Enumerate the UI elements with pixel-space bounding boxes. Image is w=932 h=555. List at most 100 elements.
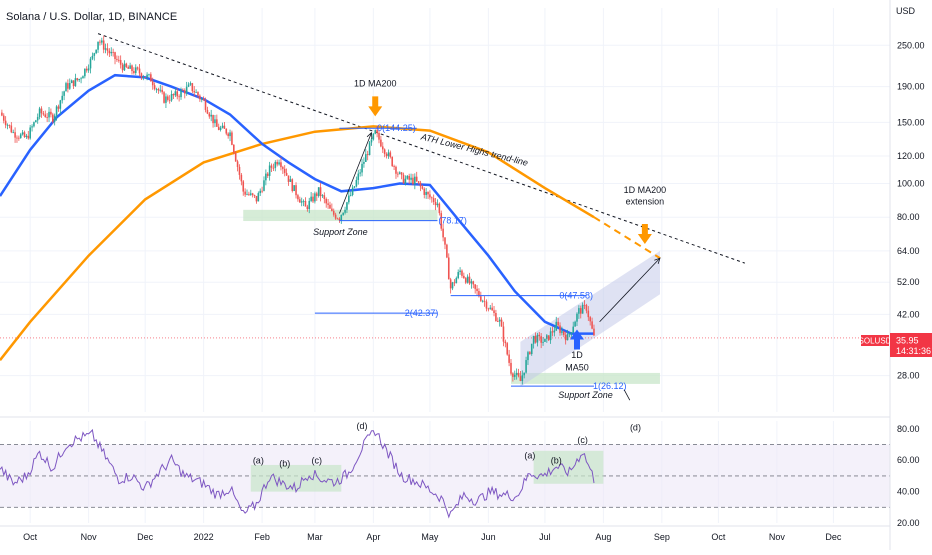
candle-body <box>272 167 275 169</box>
candle-body <box>208 113 211 117</box>
price-pane[interactable] <box>0 8 890 412</box>
time-tick-label: Dec <box>137 532 154 542</box>
candle-body <box>383 149 386 154</box>
candle <box>76 77 79 82</box>
candle <box>415 171 418 183</box>
candle <box>570 332 573 338</box>
candle-body <box>583 304 586 306</box>
fib-level-label: (78.17) <box>438 216 467 226</box>
candle <box>444 237 446 250</box>
price-tag-bg <box>890 333 932 357</box>
candle-body <box>110 52 113 54</box>
candle-body <box>585 305 588 311</box>
support-zone <box>510 372 660 384</box>
candle-body <box>453 282 456 284</box>
candle-body <box>221 125 224 128</box>
price-tick-label: 64.00 <box>897 246 920 256</box>
candle-body <box>8 124 11 126</box>
candle-body <box>579 308 582 314</box>
candle-body <box>551 331 554 333</box>
candle <box>214 114 216 128</box>
candle <box>380 135 382 148</box>
rally-arrow <box>339 132 372 214</box>
time-tick-label: 2022 <box>194 532 214 542</box>
candle <box>280 157 282 171</box>
candle-body <box>21 132 24 135</box>
candle-body <box>359 172 361 174</box>
candle-body <box>23 132 26 138</box>
candle-body <box>234 152 237 162</box>
symbol-price-tag[interactable]: SOLUSD 35.95 14:31:36 <box>859 333 932 357</box>
candle <box>65 81 67 92</box>
candle <box>55 105 58 121</box>
candle <box>61 91 64 104</box>
candle-body <box>329 204 331 209</box>
candle <box>259 188 262 196</box>
candle <box>404 175 407 186</box>
candle-body <box>561 331 563 333</box>
candle-body <box>44 114 47 118</box>
candle-body <box>153 85 156 90</box>
candle <box>40 106 43 118</box>
candle <box>151 77 154 90</box>
candle-body <box>197 92 199 96</box>
candle <box>464 277 467 285</box>
candle-body <box>95 49 97 54</box>
candle <box>8 124 11 129</box>
rsi-wave-label: (b) <box>551 455 562 465</box>
candle <box>208 112 211 119</box>
candle <box>27 130 30 140</box>
candle-body <box>491 307 493 311</box>
candle-body <box>150 74 152 82</box>
candle-body <box>195 92 197 93</box>
candle-body <box>331 208 333 211</box>
candle <box>202 96 205 101</box>
candle-body <box>10 125 13 133</box>
candle-body <box>180 90 182 98</box>
candle-body <box>36 117 39 121</box>
candle <box>227 132 229 139</box>
time-tick-label: May <box>421 532 439 542</box>
candle <box>231 130 233 146</box>
candle-body <box>57 106 60 109</box>
candle-body <box>74 78 77 87</box>
candle-body <box>366 154 369 156</box>
candle-body <box>378 132 380 140</box>
candle <box>206 106 209 115</box>
candle <box>334 212 337 220</box>
candle-body <box>112 52 114 53</box>
candle-body <box>178 96 180 98</box>
candle <box>340 214 343 224</box>
candle <box>406 175 409 180</box>
candle-body <box>80 78 82 80</box>
time-tick-label: Oct <box>23 532 38 542</box>
candle-body <box>581 304 584 314</box>
candle <box>449 277 452 294</box>
candle-body <box>406 175 409 179</box>
candle-body <box>495 313 497 322</box>
candle-body <box>78 79 80 81</box>
candle-body <box>265 173 267 181</box>
candle <box>266 172 269 178</box>
candle <box>25 133 28 139</box>
candle-body <box>423 188 426 195</box>
candle <box>568 332 571 338</box>
time-tick-label: Feb <box>254 532 270 542</box>
candle-body <box>432 198 435 203</box>
candle-body <box>496 321 499 322</box>
candle <box>476 285 478 296</box>
candle-body <box>525 360 527 373</box>
candle-body <box>117 59 120 61</box>
candle-body <box>225 128 228 134</box>
candle-body <box>53 115 56 122</box>
candle-body <box>68 83 71 89</box>
candle-body <box>566 334 569 341</box>
candle <box>2 113 5 124</box>
candle <box>344 206 346 215</box>
candle <box>142 74 145 81</box>
rsi-pane[interactable]: (a) (b) (c) (d) (a) (b) (c) (d) <box>0 421 890 523</box>
candle-body <box>133 71 135 73</box>
candle-body <box>357 173 360 180</box>
projection-arrow <box>599 257 661 323</box>
